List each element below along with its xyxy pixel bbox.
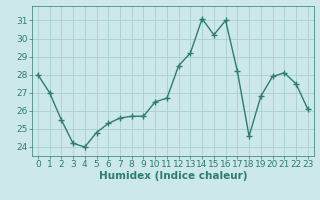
X-axis label: Humidex (Indice chaleur): Humidex (Indice chaleur): [99, 171, 247, 181]
